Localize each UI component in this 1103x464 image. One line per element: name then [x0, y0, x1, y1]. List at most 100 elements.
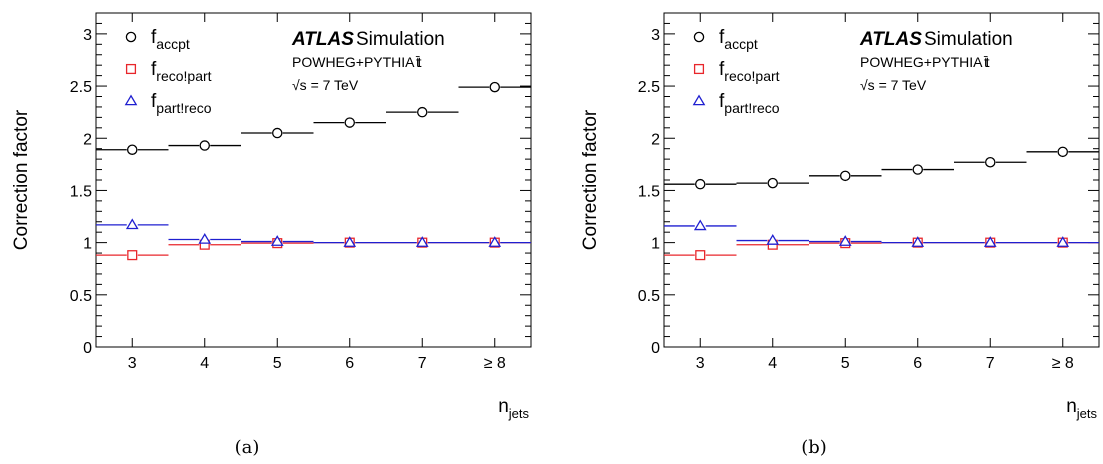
x-tick-label: 5 [841, 355, 850, 372]
y-tick-label: 1 [651, 236, 660, 253]
data-point [198, 233, 212, 244]
y-axis-title: Correction factor [580, 109, 601, 250]
x-tick-label: 4 [768, 355, 777, 372]
generator-label-tbar: t̄ [984, 54, 988, 70]
series-part!reco [664, 219, 1099, 247]
legend-label: freco!part [151, 59, 212, 84]
y-tick-label: 3 [83, 27, 92, 44]
atlas-logo-text: ATLAS [859, 29, 922, 50]
data-point [840, 170, 851, 182]
generator-label: POWHEG+PYTHIA t [860, 54, 990, 70]
y-tick-label: 1.5 [638, 183, 660, 200]
atlas-label: ATLAS Simulation POWHEG+PYTHIA tt̄ √s = 7 T… [291, 29, 445, 93]
y-tick-label: 2.5 [70, 79, 92, 96]
data-point [199, 140, 210, 151]
data-point [344, 117, 355, 128]
data-point [270, 235, 284, 246]
y-axis-title: Correction factor [11, 109, 32, 250]
y-tick-label: 0 [651, 340, 660, 357]
legend-marker [125, 63, 137, 75]
y-tick-label: 1 [83, 236, 92, 253]
data-point [695, 178, 706, 190]
data-point [693, 219, 707, 231]
atlas-simulation-text: Simulation [356, 29, 445, 50]
x-tick-label: 7 [418, 355, 427, 372]
legend-label: faccpt [151, 27, 190, 52]
series-accpt [96, 81, 531, 155]
energy-label: √s = 7 TeV [860, 77, 927, 93]
data-point [415, 236, 429, 247]
legend-marker [692, 94, 706, 106]
legend-marker [125, 31, 137, 43]
data-point [489, 81, 500, 93]
legend-label-main: f [719, 27, 725, 48]
y-tick-label: 2.5 [638, 79, 660, 96]
x-axis-title: njets [498, 396, 529, 421]
data-point [1056, 236, 1070, 247]
series-accpt [664, 146, 1099, 190]
legend-label-main: f [151, 91, 157, 112]
atlas-simulation-text: Simulation [924, 29, 1013, 50]
panel-label: (b) [801, 437, 827, 458]
x-tick-label: ≥ 8 [1052, 355, 1074, 372]
data-point [271, 127, 283, 139]
x-axis-title-sub: jets [1076, 406, 1098, 421]
panel-label: (a) [235, 437, 260, 458]
energy-label: √s = 7 TeV [292, 77, 359, 93]
series-part!reco [96, 218, 531, 247]
y-tick-label: 2 [83, 131, 92, 148]
legend-label-sub: part!reco [724, 100, 779, 116]
x-tick-label: 6 [345, 355, 354, 372]
x-axis-title: njets [1066, 396, 1097, 421]
y-tick-label: 1.5 [70, 183, 92, 200]
y-tick-label: 0.5 [638, 288, 660, 305]
data-point [911, 236, 925, 247]
legend-label-main: f [151, 27, 157, 48]
data-point [127, 144, 138, 155]
x-tick-label: 3 [128, 355, 137, 372]
data-point [343, 236, 357, 247]
legend-label-main: f [719, 91, 725, 112]
data-point [985, 157, 996, 168]
legend-marker [124, 94, 138, 106]
x-axis-title-sub: jets [508, 406, 530, 421]
legend-label-sub: reco!part [156, 68, 211, 84]
data-point [127, 250, 138, 261]
x-tick-label: 5 [273, 355, 282, 372]
atlas-label: ATLAS Simulation POWHEG+PYTHIA tt̄ √s = 7 T… [859, 29, 1013, 93]
data-point [983, 236, 997, 247]
chart-panel-2: 0 0.5 1 1.5 2 2.5 3 3 4 5 6 7 ≥ 8 Correction factor nj… [580, 12, 1100, 458]
generator-label-tbar: t̄ [416, 54, 420, 70]
data-point [766, 234, 780, 245]
y-tick-label: 3 [651, 27, 660, 44]
legend-marker [693, 31, 705, 43]
data-point [416, 106, 428, 118]
data-point [912, 164, 924, 175]
legend-label-main: f [151, 59, 157, 80]
legend-label: freco!part [719, 59, 780, 84]
x-tick-label: 7 [986, 355, 995, 372]
y-tick-label: 0 [83, 340, 92, 357]
y-tick-label: 0.5 [70, 288, 92, 305]
data-point [125, 218, 139, 230]
data-point [1057, 146, 1069, 158]
x-tick-label: 4 [200, 355, 209, 372]
legend-label-sub: accpt [156, 36, 190, 52]
x-axis-title-main: n [498, 396, 509, 417]
legend-label: fpart!reco [151, 91, 212, 116]
y-tick-label: 2 [651, 131, 660, 148]
data-point [838, 235, 852, 246]
atlas-logo-text: ATLAS [291, 29, 354, 50]
legend-label-sub: accpt [724, 36, 758, 52]
legend-marker [693, 63, 705, 75]
data-point [488, 236, 502, 247]
legend-label-main: f [719, 59, 725, 80]
data-point [767, 177, 779, 189]
x-tick-label: 6 [913, 355, 922, 372]
legend-label-sub: reco!part [724, 68, 779, 84]
chart-panel-1: 0 0.5 1 1.5 2 2.5 3 3 4 5 6 7 ≥ 8 Correction factor nj… [11, 12, 532, 458]
legend-label: fpart!reco [719, 91, 780, 116]
